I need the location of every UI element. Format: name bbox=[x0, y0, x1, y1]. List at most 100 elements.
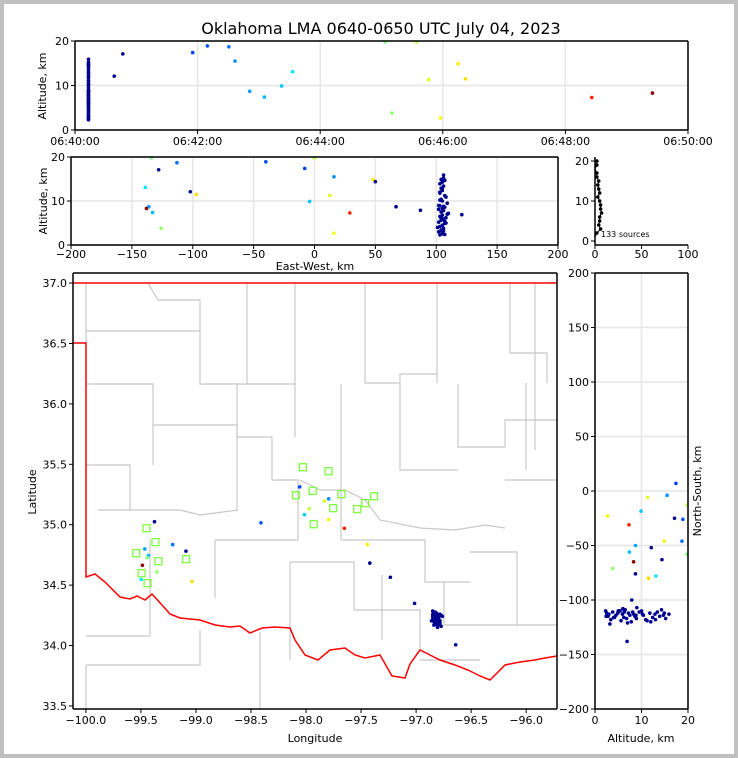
x-tick-label: −97.0 bbox=[399, 714, 433, 727]
source-point bbox=[650, 91, 655, 95]
source-point bbox=[152, 519, 157, 524]
source-point bbox=[302, 512, 307, 517]
source-point bbox=[444, 215, 448, 220]
county-boundary bbox=[147, 282, 201, 331]
source-point bbox=[156, 167, 161, 172]
source-point bbox=[653, 612, 657, 616]
source-point bbox=[624, 616, 629, 621]
source-count-label: 133 sources bbox=[601, 230, 650, 239]
source-point bbox=[667, 612, 671, 616]
x-tick-label: −96.5 bbox=[454, 714, 488, 727]
county-boundary bbox=[98, 509, 239, 516]
histogram-point bbox=[598, 203, 603, 207]
source-point bbox=[438, 190, 442, 194]
county-boundary bbox=[86, 600, 151, 637]
y-tick-label: 34.5 bbox=[43, 579, 68, 592]
county-boundary bbox=[86, 383, 154, 465]
histogram-point bbox=[595, 183, 600, 187]
county-boundary bbox=[342, 539, 470, 583]
x-tick-label: −99.0 bbox=[179, 714, 213, 727]
alt_ns-panel: 0 10 20 −200 −150 −100 −50 0 50 100 150 200 bbox=[559, 267, 695, 727]
source-point bbox=[627, 522, 631, 527]
source-point bbox=[439, 624, 443, 629]
source-point bbox=[645, 495, 650, 500]
y-axis-label: Altitude, km bbox=[36, 52, 49, 119]
station-marker bbox=[369, 492, 379, 501]
source-point bbox=[112, 74, 117, 78]
source-point bbox=[639, 609, 644, 613]
source-point bbox=[418, 208, 423, 213]
source-point bbox=[327, 193, 332, 198]
source-point bbox=[662, 611, 667, 615]
source-point bbox=[145, 555, 150, 560]
x-tick-label: 100 bbox=[678, 248, 699, 261]
source-point bbox=[432, 623, 436, 627]
station-marker bbox=[143, 579, 152, 588]
source-point bbox=[609, 617, 613, 622]
source-point bbox=[634, 616, 639, 621]
y-tick-label: 35.5 bbox=[43, 458, 68, 471]
histogram-point bbox=[595, 231, 599, 235]
source-point bbox=[445, 212, 450, 216]
source-point bbox=[628, 613, 632, 618]
source-point bbox=[227, 44, 231, 49]
red-river-border bbox=[73, 342, 558, 681]
x-axis-label: Longitude bbox=[288, 732, 343, 745]
x-axis-label: East-West, km bbox=[276, 260, 354, 273]
source-point bbox=[247, 89, 252, 94]
x-tick-label: 50 bbox=[635, 248, 649, 261]
source-point bbox=[307, 506, 312, 511]
y-tick-label: 34.0 bbox=[43, 640, 68, 653]
source-point bbox=[438, 116, 443, 120]
map-panel: −100.0 −99.5 −99.0 −98.5 −98.0 −97.5 −97.0 −96.… bbox=[43, 273, 558, 727]
source-point bbox=[332, 231, 336, 235]
source-point bbox=[657, 614, 662, 619]
source-point bbox=[365, 542, 370, 547]
histogram-point bbox=[595, 163, 599, 167]
x-tick-label: 06:44:00 bbox=[295, 135, 344, 148]
source-point bbox=[440, 186, 445, 190]
county-boundary bbox=[509, 283, 548, 383]
source-point bbox=[394, 204, 398, 209]
source-point bbox=[388, 575, 393, 580]
source-point bbox=[665, 493, 669, 498]
source-point bbox=[86, 97, 91, 101]
source-point bbox=[674, 481, 678, 486]
figure-canvas: Oklahoma LMA 0640-0650 UTC July 04, 2023… bbox=[4, 4, 734, 754]
y-tick-label: 20 bbox=[51, 151, 65, 164]
source-point bbox=[442, 193, 447, 198]
source-point bbox=[619, 618, 623, 623]
y-tick-label: −150 bbox=[559, 649, 589, 662]
source-point bbox=[635, 605, 639, 610]
y-tick-label: 20 bbox=[575, 155, 589, 168]
source-point bbox=[606, 614, 610, 619]
map-plot-area bbox=[73, 273, 557, 709]
y-tick-label: 10 bbox=[55, 80, 69, 93]
source-point bbox=[438, 198, 442, 202]
source-point bbox=[653, 617, 658, 622]
source-point bbox=[86, 78, 91, 82]
histogram-point bbox=[598, 227, 603, 231]
source-point bbox=[175, 160, 179, 165]
source-point bbox=[144, 206, 149, 211]
y-tick-label: 0 bbox=[58, 239, 65, 252]
source-point bbox=[86, 82, 91, 87]
y-tick-label: 36.0 bbox=[43, 398, 68, 411]
source-point bbox=[86, 74, 91, 79]
source-point bbox=[429, 618, 434, 623]
x-tick-label: 150 bbox=[487, 248, 508, 261]
source-point bbox=[86, 104, 91, 108]
source-point bbox=[618, 609, 622, 613]
station-marker bbox=[137, 569, 146, 578]
station-marker bbox=[154, 557, 163, 566]
y-tick-label: −200 bbox=[559, 703, 589, 716]
station-marker bbox=[309, 520, 318, 529]
source-point bbox=[332, 175, 336, 179]
source-point bbox=[205, 44, 210, 48]
y-tick-label: −50 bbox=[566, 540, 589, 553]
source-point bbox=[190, 579, 194, 584]
source-point bbox=[639, 509, 643, 513]
x-tick-label: 0 bbox=[311, 248, 318, 261]
source-point bbox=[441, 176, 446, 180]
source-point bbox=[463, 77, 468, 81]
